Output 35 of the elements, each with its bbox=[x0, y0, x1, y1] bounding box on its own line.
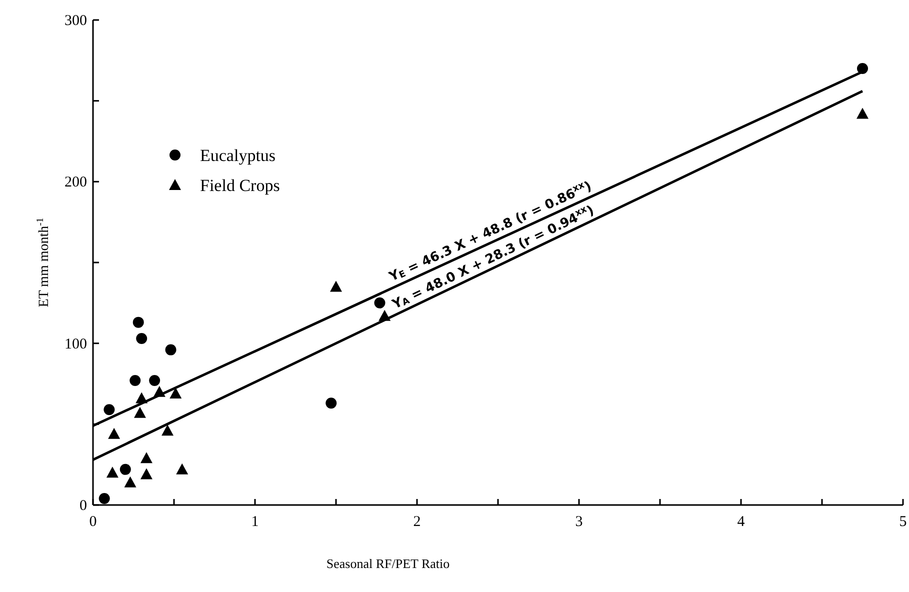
y-tick-label: 0 bbox=[80, 498, 87, 514]
y-tick-label: 300 bbox=[64, 13, 87, 29]
x-tick-label: 4 bbox=[737, 514, 746, 530]
y-tick-label: 100 bbox=[64, 336, 87, 352]
point bbox=[98, 493, 110, 504]
point bbox=[149, 375, 160, 386]
point bbox=[856, 108, 868, 119]
x-axis-title: Seasonal RF/PET Ratio bbox=[326, 556, 450, 571]
point bbox=[170, 387, 182, 398]
point bbox=[130, 375, 141, 386]
point bbox=[374, 297, 386, 308]
point bbox=[124, 476, 136, 488]
x-tick-label: 1 bbox=[251, 514, 259, 530]
x-tick-label: 0 bbox=[89, 514, 97, 530]
point bbox=[120, 464, 131, 475]
legend-label: Eucalyptus bbox=[200, 146, 276, 165]
x-tick-label: 5 bbox=[899, 514, 907, 530]
x-tick-label: 2 bbox=[413, 514, 421, 530]
point bbox=[140, 452, 152, 464]
point bbox=[108, 428, 120, 439]
point bbox=[132, 316, 144, 328]
point bbox=[140, 468, 152, 480]
point bbox=[104, 404, 115, 416]
point bbox=[162, 424, 174, 436]
point bbox=[136, 332, 148, 344]
point bbox=[176, 463, 188, 474]
point bbox=[330, 280, 342, 292]
point bbox=[857, 63, 868, 74]
y-tick-label: 200 bbox=[64, 174, 87, 191]
point bbox=[106, 466, 118, 478]
x-tick-label: 3 bbox=[575, 514, 583, 530]
point bbox=[165, 344, 176, 356]
legend-label: Field Crops bbox=[200, 176, 280, 195]
point bbox=[134, 406, 146, 418]
point bbox=[326, 398, 337, 409]
